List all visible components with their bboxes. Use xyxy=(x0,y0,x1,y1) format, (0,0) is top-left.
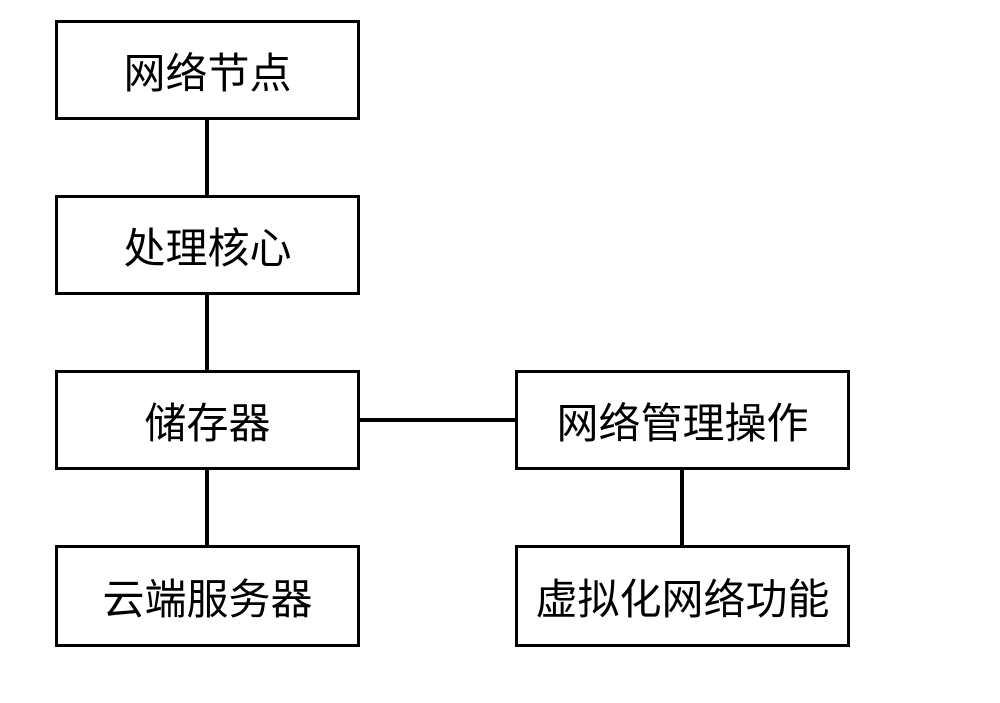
node-storage: 储存器 xyxy=(55,370,360,470)
node-cloud-server: 云端服务器 xyxy=(55,545,360,647)
node-label: 网络节点 xyxy=(123,40,291,101)
node-label: 储存器 xyxy=(144,390,270,451)
edge-processing-core-to-storage xyxy=(205,295,209,370)
edge-storage-to-network-mgmt-op xyxy=(360,418,515,422)
node-virtual-net-func: 虚拟化网络功能 xyxy=(515,545,850,647)
node-label: 云端服务器 xyxy=(102,566,312,627)
node-network-node: 网络节点 xyxy=(55,20,360,120)
node-label: 处理核心 xyxy=(123,215,291,276)
diagram-canvas: 网络节点 处理核心 储存器 云端服务器 网络管理操作 虚拟化网络功能 xyxy=(0,0,1000,703)
node-network-mgmt-op: 网络管理操作 xyxy=(515,370,850,470)
edge-storage-to-cloud-server xyxy=(205,470,209,545)
node-label: 虚拟化网络功能 xyxy=(535,566,829,627)
node-label: 网络管理操作 xyxy=(556,390,808,451)
node-processing-core: 处理核心 xyxy=(55,195,360,295)
edge-network-node-to-processing-core xyxy=(205,120,209,195)
edge-network-mgmt-op-to-virtual-net-func xyxy=(680,470,684,545)
